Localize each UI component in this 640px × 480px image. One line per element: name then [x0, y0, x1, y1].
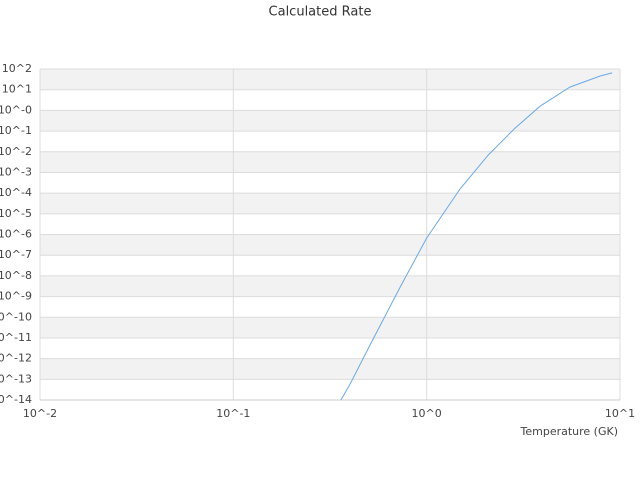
y-tick-label: 10^-9	[0, 290, 32, 303]
y-tick-label: 10^2	[2, 62, 32, 75]
grid-band	[40, 317, 620, 338]
grid-band	[40, 358, 620, 380]
y-tick-label: 10^-14	[0, 393, 32, 406]
chart-title: Calculated Rate	[269, 5, 372, 20]
y-tick-label: 10^-11	[0, 331, 32, 344]
y-tick-label: 10^-5	[0, 207, 32, 220]
x-tick-label: 10^-1	[216, 407, 250, 420]
y-tick-label: 10^-12	[0, 352, 32, 365]
grid-band	[40, 275, 620, 297]
y-tick-label: 10^-1	[0, 124, 32, 137]
grid-band	[40, 151, 620, 173]
y-tick-label: 10^-0	[0, 103, 32, 116]
x-tick-label: 10^-2	[23, 407, 57, 420]
y-tick-label: 10^-6	[0, 228, 32, 241]
y-tick-label: 10^-10	[0, 310, 32, 323]
y-tick-label: 10^-4	[0, 186, 32, 199]
y-tick-label: 10^1	[2, 83, 32, 96]
grid-band	[40, 110, 620, 132]
y-tick-label: 10^-8	[0, 269, 32, 282]
grid-band	[40, 234, 620, 256]
x-tick-label: 10^1	[605, 407, 635, 420]
grid-band	[40, 193, 620, 214]
x-tick-label: 10^0	[412, 407, 442, 420]
x-axis-label: Temperature (GK)	[520, 425, 619, 438]
y-tick-label: 10^-2	[0, 145, 32, 158]
y-tick-label: 10^-3	[0, 165, 32, 178]
y-tick-label: 10^-7	[0, 248, 32, 261]
y-tick-label: 10^-13	[0, 372, 32, 385]
grid-band	[40, 69, 620, 90]
line	[340, 72, 613, 401]
